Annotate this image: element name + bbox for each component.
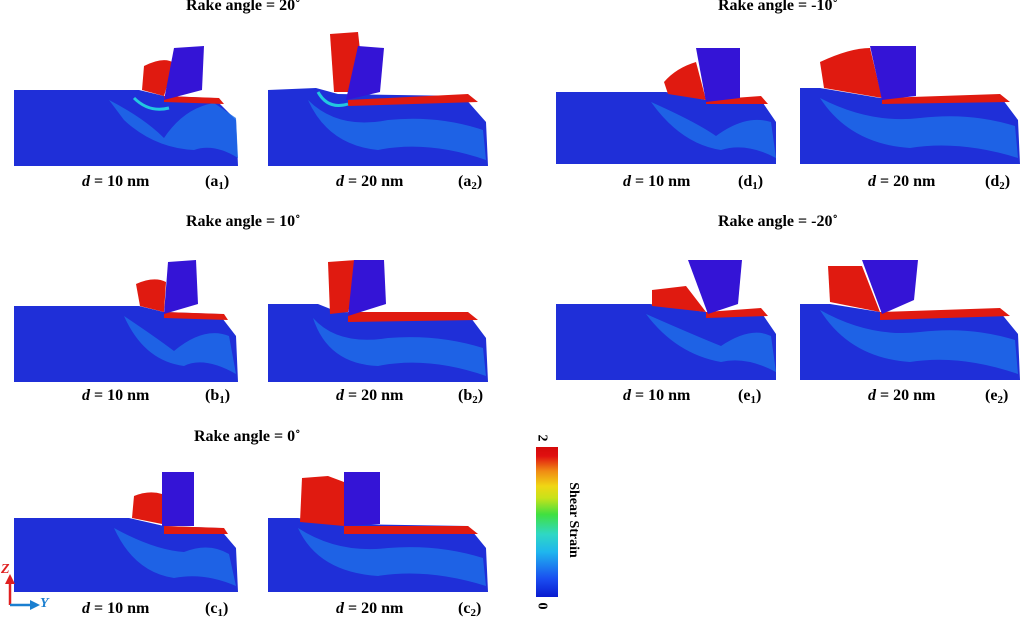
tag-c1: (c1) xyxy=(205,600,229,619)
title-rake-10: Rake angle = 10˚ xyxy=(186,213,301,230)
colorbar-min-label: 0 xyxy=(534,602,550,610)
tag-d2: (d2) xyxy=(985,173,1011,192)
panel-c2 xyxy=(268,472,488,592)
depth-label-c2: d = 20 nm xyxy=(336,600,404,617)
depth-label-d1: d = 10 nm xyxy=(623,173,691,190)
axis-z-label: Z xyxy=(1,562,10,577)
depth-label-a2: d = 20 nm xyxy=(336,173,404,190)
shear-strain-colorbar xyxy=(536,447,558,597)
depth-label-a1: d = 10 nm xyxy=(82,173,150,190)
panel-a1 xyxy=(14,46,238,166)
depth-label-c1: d = 10 nm xyxy=(82,600,150,617)
depth-label-e2: d = 20 nm xyxy=(868,387,936,404)
tag-e1: (e1) xyxy=(738,387,762,406)
title-rake-20: Rake angle = 20˚ xyxy=(186,0,301,14)
panel-c1 xyxy=(14,472,238,592)
title-rake-minus-20: Rake angle = -20˚ xyxy=(718,213,838,230)
depth-label-e1: d = 10 nm xyxy=(623,387,691,404)
panel-b2 xyxy=(268,260,488,382)
depth-label-d2: d = 20 nm xyxy=(868,173,936,190)
title-rake-minus-10: Rake angle = -10˚ xyxy=(718,0,838,14)
axes-indicator-icon xyxy=(5,574,40,610)
tag-b1: (b1) xyxy=(205,387,231,406)
panel-a2 xyxy=(268,32,488,166)
axis-y-label: Y xyxy=(40,596,49,611)
colorbar-title: Shear Strain xyxy=(566,482,581,558)
tag-a2: (a2) xyxy=(458,173,483,192)
panel-b1 xyxy=(14,260,238,382)
panel-e2 xyxy=(800,260,1020,380)
tag-c2: (c2) xyxy=(458,600,482,619)
tag-b2: (b2) xyxy=(458,387,484,406)
tag-d1: (d1) xyxy=(738,173,764,192)
tag-e2: (e2) xyxy=(985,387,1009,406)
colorbar-max-label: 2 xyxy=(534,434,550,442)
panel-d1 xyxy=(556,48,776,164)
panel-e1 xyxy=(556,260,776,380)
tag-a1: (a1) xyxy=(205,173,230,192)
depth-label-b1: d = 10 nm xyxy=(82,387,150,404)
title-rake-0: Rake angle = 0˚ xyxy=(194,428,301,445)
depth-label-b2: d = 20 nm xyxy=(336,387,404,404)
panel-d2 xyxy=(800,46,1020,164)
